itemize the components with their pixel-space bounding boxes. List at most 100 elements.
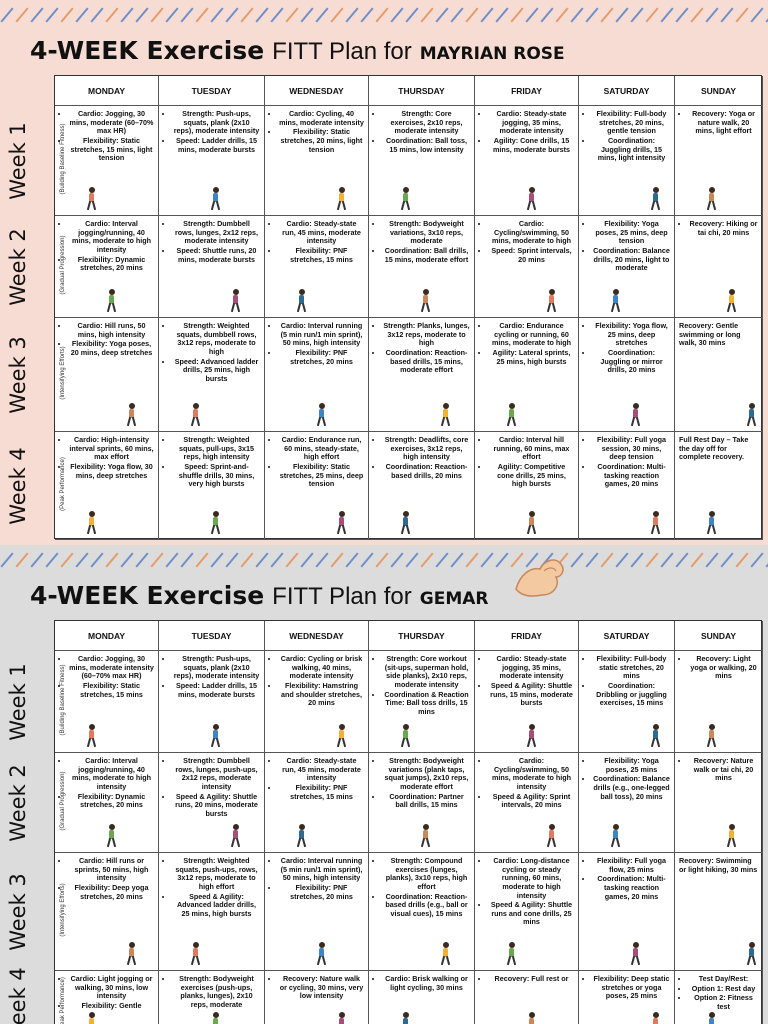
- plan-cell: Flexibility: Full yoga session, 30 mins,…: [579, 432, 675, 540]
- figure-leg: [706, 200, 712, 211]
- figure-leg: [445, 955, 451, 966]
- figure-leg: [440, 416, 446, 427]
- figure-head: [509, 942, 515, 948]
- plan-item: Recovery: Nature walk or cycling, 30 min…: [279, 974, 364, 1001]
- figure-leg: [210, 737, 216, 748]
- week-phase: (Peak Performance): [60, 457, 66, 511]
- figure-leg: [341, 524, 347, 535]
- plan-item: Speed & Agility: Advanced ladder drills,…: [173, 892, 260, 919]
- plan-list: Cardio: Hill runs or sprints, 50 mins, h…: [59, 856, 154, 901]
- figure-body: [729, 830, 734, 839]
- title-bold: 4-WEEK Exercise: [30, 581, 265, 610]
- plan-item: Flexibility: PNF stretches, 15 mins: [279, 246, 364, 264]
- figure-leg: [86, 524, 92, 535]
- plan-cell: Cardio: Interval hill running, 60 mins, …: [475, 432, 579, 540]
- exercise-figure-icon: [525, 187, 539, 211]
- stripe-decoration: [720, 7, 734, 23]
- figure-body: [633, 948, 638, 957]
- plan-item: Cardio: Light jogging or walking, 30 min…: [69, 974, 154, 1001]
- figure-head: [339, 511, 345, 517]
- stripe-decoration: [120, 552, 134, 568]
- figure-body: [213, 1018, 218, 1024]
- figure-leg: [731, 837, 737, 848]
- figure-leg: [86, 737, 92, 748]
- plan-item: Strength: Push-ups, squats, plank (2x10 …: [173, 109, 260, 136]
- page-title: 4-WEEK Exercise FITT Plan for MAYRIAN RO…: [30, 36, 565, 72]
- plan-list: Cardio: Cycling, 40 mins, moderate inten…: [269, 109, 364, 154]
- stripe-decoration: [315, 552, 329, 568]
- day-header-saturday: SATURDAY: [579, 621, 675, 651]
- plan-cell: Cardio: Brisk walking or light cycling, …: [369, 971, 475, 1024]
- figure-leg: [731, 302, 737, 313]
- plan-cell: Recovery: Nature walk or tai chi, 20 min…: [675, 753, 763, 853]
- figure-body: [653, 730, 658, 739]
- stripe-decoration: [150, 7, 164, 23]
- plan-item: Flexibility: Static stretches, 20 mins, …: [279, 127, 364, 154]
- plan-item: Cardio: Steady-state run, 45 mins, moder…: [279, 219, 364, 246]
- week-number: Week 4: [6, 447, 30, 525]
- week-label: Week 4 (Peak Performance): [0, 967, 66, 1024]
- figure-leg: [321, 955, 327, 966]
- stripe-decoration: [330, 552, 344, 568]
- stripe-decoration: [495, 7, 509, 23]
- exercise-figure-icon: [505, 403, 519, 427]
- plan-cell: Cardio: Cycling or brisk walking, 40 min…: [265, 651, 369, 753]
- figure-leg: [615, 302, 621, 313]
- figure-head: [319, 942, 325, 948]
- stripe-decoration: [660, 7, 674, 23]
- plan-cell: Cardio: Cycling/swimming, 50 mins, moder…: [475, 753, 579, 853]
- exercise-figure-icon: [525, 511, 539, 535]
- stripe-decoration: [180, 552, 194, 568]
- plan-list: Strength: Bodyweight variations, 3x10 re…: [373, 219, 470, 264]
- plan-list: Cardio: Endurance cycling or running, 60…: [479, 321, 574, 366]
- figure-leg: [296, 837, 302, 848]
- figure-head: [299, 824, 305, 830]
- figure-leg: [341, 200, 347, 211]
- figure-leg: [610, 837, 616, 848]
- figure-leg: [751, 416, 757, 427]
- figure-leg: [546, 302, 552, 313]
- stripe-decoration: [60, 552, 74, 568]
- exercise-figure-icon: [189, 403, 203, 427]
- figure-head: [613, 289, 619, 295]
- exercise-figure-icon: [315, 942, 329, 966]
- stripe-decoration: [285, 7, 299, 23]
- plan-item: Coordination: Juggling or mirror drills,…: [593, 348, 670, 375]
- stripe-decoration: [120, 7, 134, 23]
- exercise-figure-icon: [649, 1012, 663, 1024]
- plan-item: Strength: Weighted squats, dumbbell rows…: [173, 321, 260, 357]
- plan-cell: Cardio: Steady-state run, 45 mins, moder…: [265, 753, 369, 853]
- plan-item: Flexibility: Deep yoga stretches, 20 min…: [69, 883, 154, 901]
- exercise-figure-icon: [85, 511, 99, 535]
- plan-item: Flexibility: PNF stretches, 20 mins: [279, 883, 364, 901]
- stripe-decoration: [225, 552, 239, 568]
- stripe-decoration: [570, 7, 584, 23]
- plan-cell: Cardio: Cycling, 40 mins, moderate inten…: [265, 106, 369, 216]
- exercise-figure-icon: [439, 942, 453, 966]
- figure-body: [423, 295, 428, 304]
- day-header-monday: MONDAY: [55, 76, 159, 106]
- day-header-thursday: THURSDAY: [369, 621, 475, 651]
- figure-leg: [650, 200, 656, 211]
- stripe-decoration: [195, 552, 209, 568]
- plan-list: Flexibility: Full-body stretches, 20 min…: [583, 109, 670, 163]
- plan-list: Cardio: Steady-state run, 45 mins, moder…: [269, 756, 364, 801]
- day-header-wednesday: WEDNESDAY: [265, 621, 369, 651]
- plan-item: Strength: Weighted squats, pull-ups, 3x1…: [173, 435, 260, 462]
- figure-head: [339, 724, 345, 730]
- fitt-table: MONDAY TUESDAY WEDNESDAY THURSDAY FRIDAY SATU…: [54, 620, 763, 1024]
- exercise-figure-icon: [295, 824, 309, 848]
- stripe-decoration: [510, 7, 524, 23]
- plan-list: Cardio: Endurance run, 60 mins, steady-s…: [269, 435, 364, 489]
- plan-item: Flexibility: PNF stretches, 15 mins: [279, 783, 364, 801]
- stripe-decoration: [360, 7, 374, 23]
- figure-leg: [635, 416, 641, 427]
- plan-cell: Flexibility: Full yoga flow, 25 minsCoor…: [579, 853, 675, 971]
- figure-leg: [506, 955, 512, 966]
- plan-list: Recovery: Hiking or tai chi, 20 mins: [679, 219, 758, 237]
- stripe-decoration: [165, 552, 179, 568]
- person-name: GEMAR: [419, 589, 489, 609]
- stripe-decoration: [630, 552, 644, 568]
- plan-item: Option 2: Fitness test: [689, 993, 758, 1011]
- figure-head: [709, 187, 715, 193]
